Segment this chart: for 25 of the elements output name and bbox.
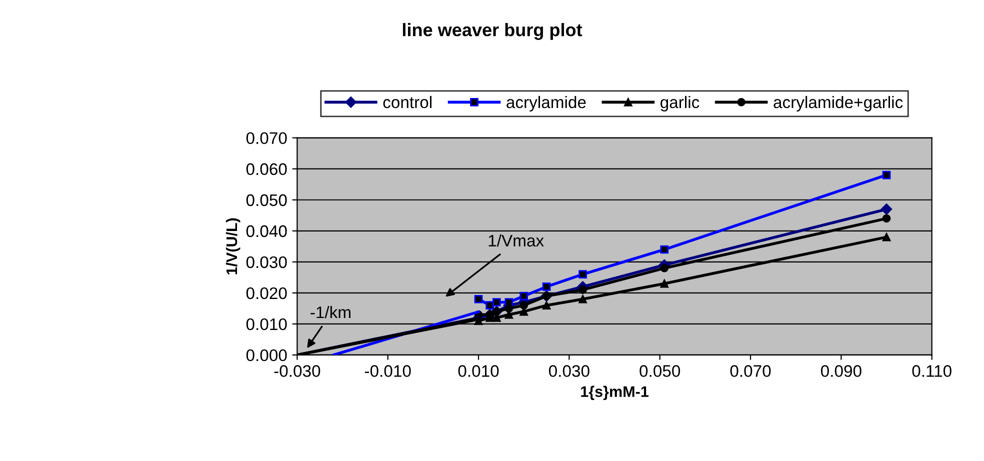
x-tick-label: 0.030 [548,365,590,377]
annotation: -1/km [310,306,350,318]
y-tick-label: 0.030 [246,256,287,268]
legend-label: acrylamide+garlic [774,96,903,112]
y-tick-label: 0.000 [246,349,287,362]
y-tick-label: 0.060 [246,163,287,176]
chart-title: line weaver burg plot [402,23,582,40]
y-axis-title: 1/V(U/L) [226,218,240,274]
x-axis-title: 1{s}mM-1 [581,386,648,400]
y-tick-label: 0.020 [246,287,287,300]
x-tick-label: 0.050 [640,365,680,377]
x-tick-label: 0.010 [458,365,499,377]
legend-label: acrylamide [506,96,586,112]
x-tick-label: 0.090 [820,365,862,377]
x-tick-label: 0.070 [730,365,771,377]
y-tick-label: 0.040 [246,225,287,238]
y-tick-label: 0.070 [246,132,287,144]
legend-label: control [383,96,432,108]
annotation: 1/Vmax [488,234,544,247]
x-tick-label: -0.010 [364,365,411,377]
y-tick-label: 0.050 [246,194,287,206]
x-tick-label: -0.030 [274,365,320,377]
x-tick-label: 0.110 [912,365,952,377]
legend-label: garlic [660,96,700,112]
y-tick-label: 0.010 [246,318,287,330]
